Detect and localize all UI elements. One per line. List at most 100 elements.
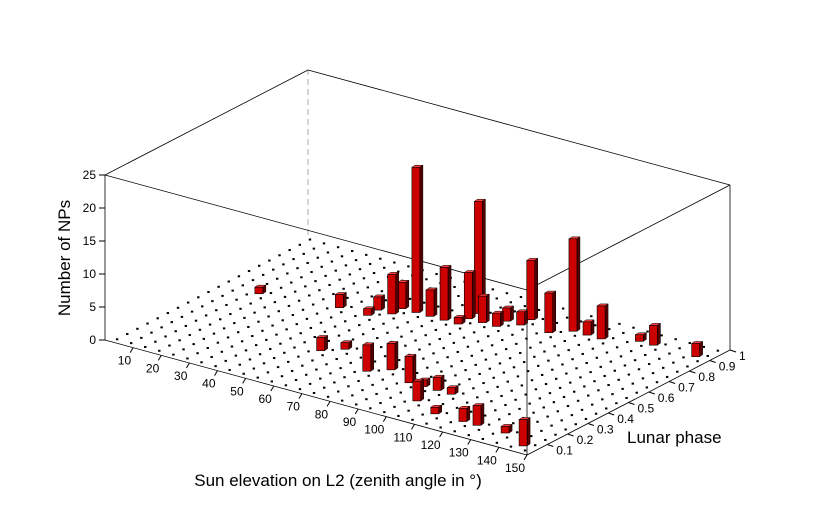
- floor-dot: [352, 282, 355, 285]
- floor-dot: [184, 324, 188, 327]
- x-tick-label: 60: [258, 392, 272, 406]
- floor-dot: [174, 330, 177, 333]
- floor-dot: [647, 363, 651, 366]
- floor-dot: [144, 345, 147, 348]
- floor-dot: [361, 389, 364, 392]
- floor-dot: [444, 379, 447, 382]
- floor-dot: [178, 339, 181, 342]
- floor-dot: [230, 345, 234, 348]
- bar-side: [486, 293, 490, 324]
- floor-dot: [212, 332, 216, 335]
- floor-dot: [248, 358, 252, 361]
- floor-dot: [288, 249, 291, 252]
- floor-dot: [244, 349, 248, 352]
- floor-dot: [379, 346, 383, 349]
- floor-dot: [678, 347, 681, 350]
- floor-dot: [307, 350, 310, 353]
- floor-dot: [198, 328, 202, 331]
- x-tick-label: 110: [393, 430, 412, 444]
- floor-dot: [293, 346, 296, 349]
- floor-dot: [572, 390, 576, 393]
- floor-dot: [407, 265, 410, 268]
- floor-dot: [622, 331, 625, 334]
- floor-dot: [514, 398, 517, 401]
- floor-dot: [436, 305, 440, 308]
- floor-dot: [372, 327, 375, 330]
- floor-dot: [305, 373, 308, 376]
- bar: [458, 407, 468, 422]
- floor-dot: [251, 335, 254, 338]
- floor-dot: [219, 318, 222, 321]
- z-axis-title: Number of NPs: [55, 200, 74, 316]
- bar-side: [395, 271, 399, 315]
- x-tick-label: 30: [174, 369, 188, 383]
- floor-dot: [629, 350, 633, 353]
- floor-dot: [328, 283, 331, 286]
- floor-dot: [668, 352, 671, 355]
- floor-dot: [401, 368, 405, 371]
- floor-dot: [564, 428, 567, 431]
- floor-dot: [297, 355, 300, 358]
- floor-dot: [603, 374, 606, 377]
- y-tick-label: 0.8: [698, 370, 715, 384]
- floor-dot: [516, 431, 519, 434]
- floor-dot: [458, 327, 462, 330]
- floor-dot: [601, 398, 604, 401]
- floor-dot: [465, 401, 469, 404]
- floor-dot: [227, 280, 230, 283]
- floor-dot: [325, 363, 328, 366]
- floor-dot: [269, 292, 273, 295]
- floor-dot: [509, 301, 513, 304]
- floor-dot: [266, 371, 270, 374]
- floor-dot: [631, 382, 634, 385]
- floor-dot: [560, 419, 563, 422]
- floor-dot: [358, 324, 361, 327]
- y-tick-label: 0.1: [556, 444, 573, 458]
- floor-dot: [240, 340, 244, 343]
- floor-dot: [333, 325, 337, 328]
- floor-dot: [576, 399, 580, 402]
- floor-dot: [423, 390, 427, 393]
- floor-dot: [347, 329, 351, 332]
- floor-dot: [206, 346, 209, 349]
- floor-dot: [311, 303, 315, 306]
- floor-dot: [294, 379, 298, 382]
- floor-dot: [136, 327, 139, 330]
- floor-dot: [340, 399, 344, 402]
- floor-dot: [319, 321, 323, 324]
- z-tick-label: 10: [83, 267, 97, 281]
- floor-dot: [501, 339, 504, 342]
- floor-dot: [339, 367, 342, 370]
- floor-dot: [481, 437, 485, 440]
- x-tick: [270, 385, 275, 392]
- floor-dot: [559, 330, 563, 333]
- floor-dot: [399, 391, 402, 394]
- floor-dot: [235, 298, 238, 301]
- floor-dot: [457, 295, 460, 298]
- floor-dot: [615, 346, 619, 349]
- floor-dot: [497, 329, 500, 332]
- floor-dot: [461, 304, 464, 307]
- y-tick: [628, 402, 635, 405]
- floor-dot: [581, 352, 584, 355]
- floor-dot: [444, 323, 448, 326]
- y-tick: [709, 360, 716, 363]
- floor-dot: [418, 348, 421, 351]
- floor-dot: [170, 321, 173, 324]
- floor-dot: [587, 338, 591, 341]
- floor-dot: [422, 301, 426, 304]
- floor-dot: [599, 365, 602, 368]
- floor-dot: [543, 350, 546, 353]
- floor-dot: [539, 341, 542, 344]
- floor-dot: [247, 270, 251, 273]
- bar: [500, 426, 510, 434]
- floor-dot: [314, 280, 317, 283]
- floor-dot: [570, 414, 574, 417]
- floor-dot: [435, 417, 438, 420]
- floor-dot: [335, 358, 338, 361]
- bar-side: [510, 305, 514, 322]
- floor-dot: [601, 342, 605, 345]
- floor-dot: [318, 289, 321, 292]
- bar-side: [500, 310, 504, 327]
- floor-dot: [346, 296, 349, 299]
